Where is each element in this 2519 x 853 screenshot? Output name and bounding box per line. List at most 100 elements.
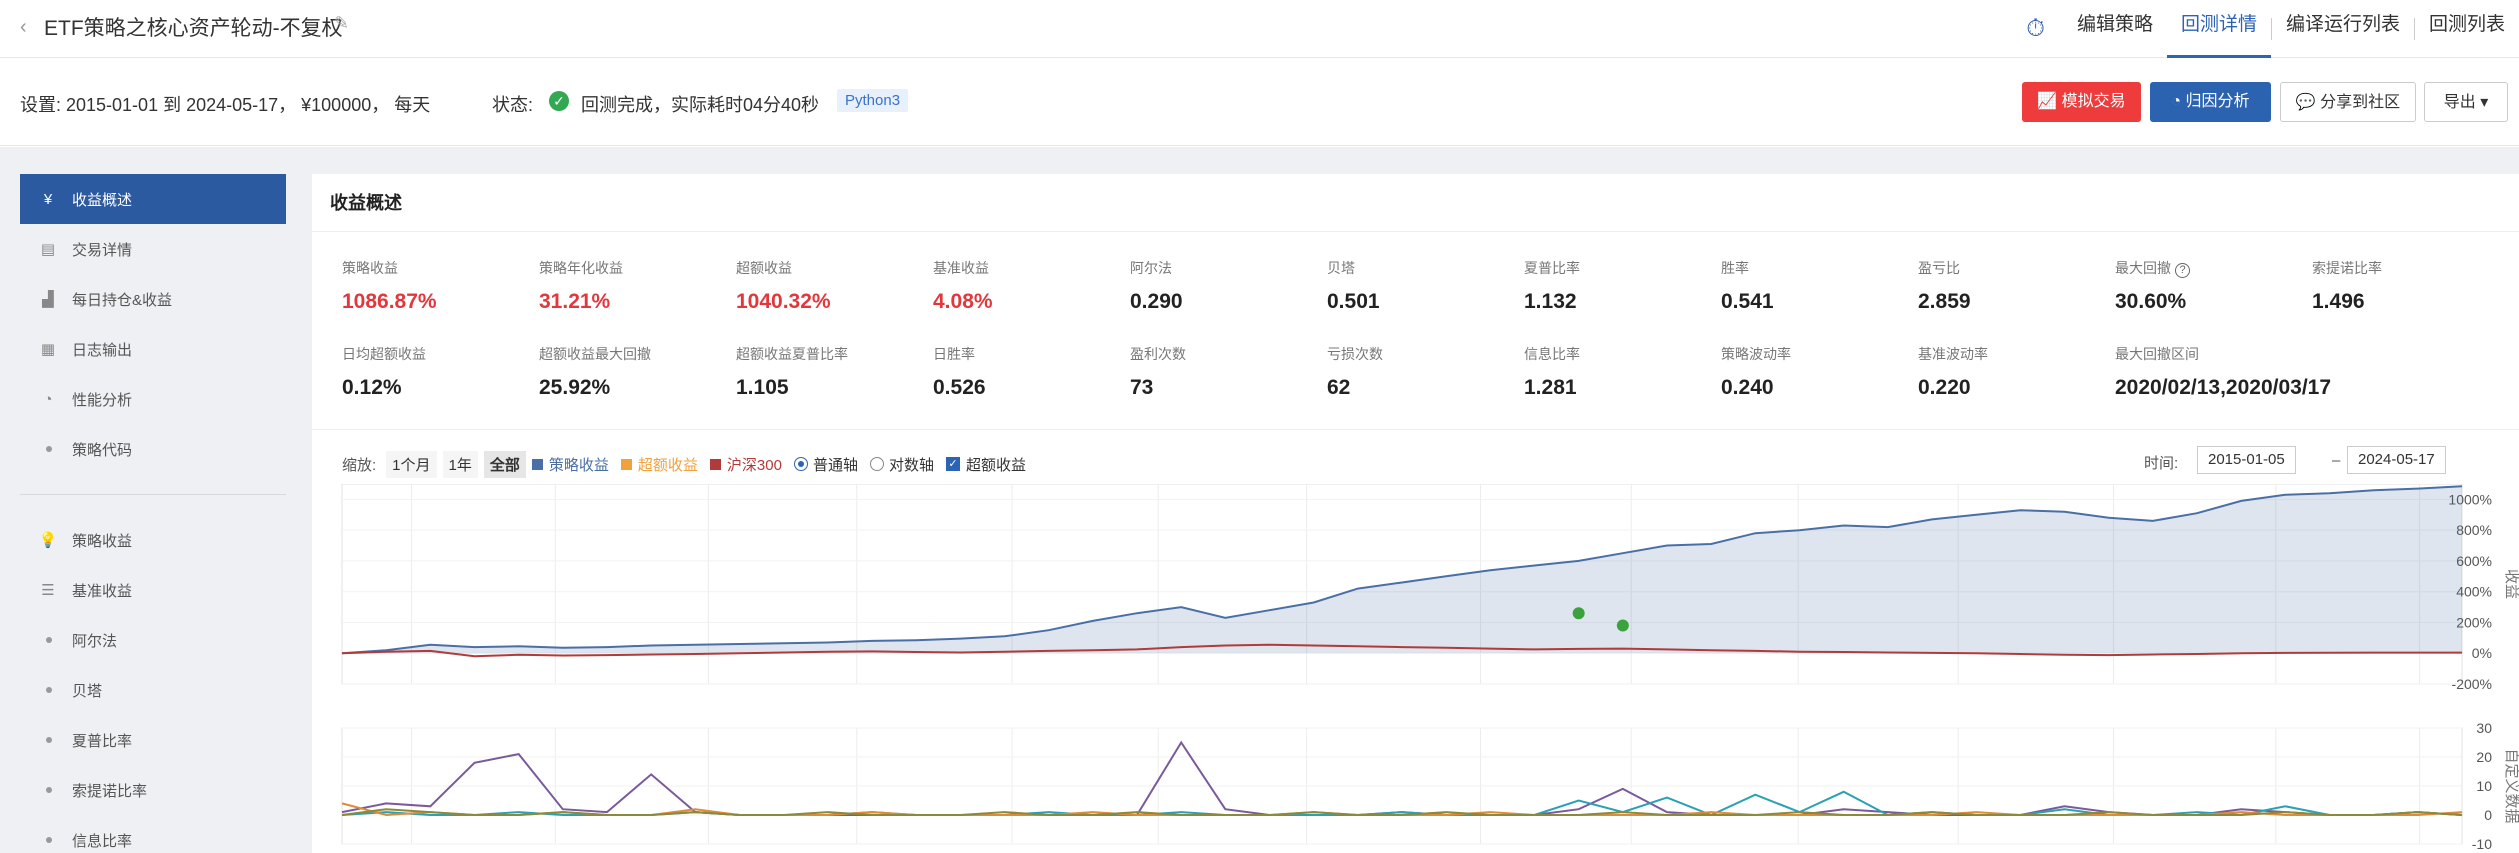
- log-icon: ▦: [40, 341, 56, 358]
- sidebar-item-positions[interactable]: ▟ 每日持仓&收益: [20, 274, 286, 324]
- radio-icon: [793, 457, 808, 471]
- excess-checkbox[interactable]: ✓ 超额收益: [945, 454, 1026, 475]
- bullet-icon: [46, 787, 52, 793]
- y-tick-label: 0: [2484, 807, 2492, 823]
- metrics-grid: 策略收益 1086.87% 策略年化收益 31.21% 超额收益 1040.32% 基…: [342, 258, 2512, 430]
- y-tick-label: 1000%: [2448, 491, 2492, 507]
- zoom-1m-button[interactable]: 1个月: [386, 450, 437, 478]
- sidebar-item-info-ratio[interactable]: 信息比率: [20, 815, 286, 853]
- sidebar-item-sharpe[interactable]: 夏普比率: [20, 715, 286, 765]
- series-line-teal: [341, 790, 2463, 817]
- sim-trade-button[interactable]: 📈 模拟交易: [2022, 82, 2141, 122]
- sidebar-divider: [20, 494, 286, 495]
- y-axis-label: 自定义数据: [2503, 748, 2519, 823]
- metric-value: 1040.32%: [736, 290, 831, 313]
- metric-label: 策略收益: [342, 260, 398, 276]
- sidebar-item-benchmark-return[interactable]: ☰ 基准收益: [20, 565, 286, 615]
- sidebar-item-sortino[interactable]: 索提诺比率: [20, 765, 286, 815]
- help-icon[interactable]: ?: [2175, 263, 2190, 278]
- attribution-label: 归因分析: [2185, 93, 2250, 110]
- metric-value: 1.132: [1524, 290, 1577, 313]
- metric-label: 盈亏比: [1918, 260, 1960, 276]
- legend-swatch: [709, 458, 721, 470]
- trade-marker: [1616, 619, 1629, 632]
- zoom-all-button[interactable]: 全部: [483, 450, 526, 478]
- legend-swatch: [531, 458, 543, 470]
- checkbox-label: 超额收益: [965, 456, 1026, 474]
- page-title: ETF策略之核心资产轮动-不复权: [44, 17, 343, 40]
- sidebar-item-strategy-return[interactable]: 💡 策略收益: [20, 515, 286, 565]
- chevron-left-icon[interactable]: ‹: [20, 16, 27, 38]
- sidebar: ¥ 收益概述 ▤ 交易详情 ▟ 每日持仓&收益 ▦ 日志输出 ◔ 性能分析 策略代码 💡 策…: [20, 174, 286, 853]
- metric-value: 1.496: [2312, 290, 2365, 313]
- legend-benchmark[interactable]: 沪深300: [709, 454, 782, 475]
- sidebar-item-code[interactable]: 策略代码: [20, 424, 286, 474]
- sidebar-item-alpha[interactable]: 阿尔法: [20, 615, 286, 665]
- start-date-input[interactable]: 2015-01-05: [2197, 446, 2296, 474]
- series-line-策略收益: [341, 485, 2463, 655]
- metric: 策略收益 1086.87%: [342, 258, 539, 344]
- series-line-沪深300: [341, 643, 2462, 658]
- metric-label: 阿尔法: [1130, 260, 1172, 276]
- legend-excess[interactable]: 超额收益: [620, 454, 698, 475]
- metric-value: 30.60%: [2115, 290, 2187, 313]
- metric: 最大回撤? 30.60%: [2115, 258, 2312, 344]
- axis-log-radio[interactable]: 对数轴: [869, 454, 934, 475]
- metric: 基准收益 4.08%: [933, 258, 1130, 344]
- metric-label: 日胜率: [933, 346, 975, 362]
- metric-label: 索提诺比率: [2312, 260, 2382, 276]
- sidebar-item-trades[interactable]: ▤ 交易详情: [20, 224, 286, 274]
- metric: 策略年化收益 31.21%: [539, 258, 736, 344]
- metric-value: 0.501: [1327, 290, 1380, 313]
- metric: 超额收益 1040.32%: [736, 258, 933, 344]
- y-tick-label: 0%: [2472, 645, 2492, 661]
- zoom-1y-button[interactable]: 1年: [442, 450, 478, 478]
- bullet-icon: [46, 446, 52, 452]
- sidebar-item-overview[interactable]: ¥ 收益概述: [20, 174, 286, 224]
- nav-backtest-list[interactable]: 回测列表: [2428, 14, 2505, 35]
- metric: 基准波动率 0.220: [1918, 344, 2115, 430]
- bar-chart-icon: ▟: [42, 291, 54, 308]
- divider: [312, 429, 2519, 430]
- y-tick-label: -200%: [2452, 676, 2492, 692]
- sim-trade-label: 模拟交易: [2061, 93, 2126, 110]
- sidebar-item-label: 交易详情: [72, 241, 133, 259]
- y-tick-label: 200%: [2456, 614, 2492, 630]
- top-bar: ‹ ETF策略之核心资产轮动-不复权 ✎ ⏱ 编辑策略 回测详情 编译运行列表 …: [0, 0, 2519, 58]
- nav-divider: [2413, 18, 2415, 40]
- metric-label: 日均超额收益: [342, 346, 426, 362]
- returns-chart[interactable]: 1000% 800% 600% 400% 200% 0% -200% 收益 30 20 10 0 -1…: [312, 484, 2519, 853]
- language-badge: Python3: [837, 89, 909, 112]
- chart-toolbar: 缩放: 1个月 1年 全部 策略收益 超额收益 沪深300 普通轴 对数轴 ✓ 超…: [342, 448, 1038, 480]
- sidebar-item-label: 阿尔法: [72, 632, 118, 650]
- export-dropdown[interactable]: 导出 ▾: [2424, 82, 2508, 122]
- y-tick-label: 600%: [2456, 553, 2492, 569]
- axis-normal-radio[interactable]: 普通轴: [793, 454, 858, 475]
- metric: 贝塔 0.501: [1327, 258, 1524, 344]
- metric-value: 2.859: [1918, 290, 1971, 313]
- attribution-button[interactable]: ◔ 归因分析: [2150, 82, 2271, 122]
- metric-label: 超额收益最大回撤: [539, 346, 651, 362]
- metric-value: 0.240: [1721, 376, 1774, 399]
- metric: 超额收益最大回撤 25.92%: [539, 344, 736, 430]
- sidebar-item-beta[interactable]: 贝塔: [20, 665, 286, 715]
- metric-label: 最大回撤区间: [2115, 346, 2199, 362]
- check-icon: ✓: [549, 91, 569, 111]
- bullet-icon: [46, 687, 52, 693]
- metric: 日胜率 0.526: [933, 344, 1130, 430]
- share-button[interactable]: 💬 分享到社区: [2280, 82, 2416, 122]
- sidebar-item-performance[interactable]: ◔ 性能分析: [20, 374, 286, 424]
- metric: 日均超额收益 0.12%: [342, 344, 539, 430]
- nav-edit-strategy[interactable]: 编辑策略: [2076, 14, 2153, 35]
- sidebar-item-label: 信息比率: [72, 832, 133, 850]
- pencil-icon[interactable]: ✎: [334, 13, 350, 33]
- end-date-input[interactable]: 2024-05-17: [2347, 446, 2446, 474]
- sidebar-item-logs[interactable]: ▦ 日志输出: [20, 324, 286, 374]
- legend-strategy[interactable]: 策略收益: [531, 454, 609, 475]
- metrics-row: 策略收益 1086.87% 策略年化收益 31.21% 超额收益 1040.32% 基…: [342, 258, 2512, 344]
- document-icon: ▤: [40, 241, 56, 258]
- series-line-purple: [341, 740, 2463, 816]
- nav-compile-list[interactable]: 编译运行列表: [2285, 14, 2400, 35]
- nav-backtest-detail[interactable]: 回测详情: [2166, 0, 2271, 58]
- metric-label: 亏损次数: [1327, 346, 1383, 362]
